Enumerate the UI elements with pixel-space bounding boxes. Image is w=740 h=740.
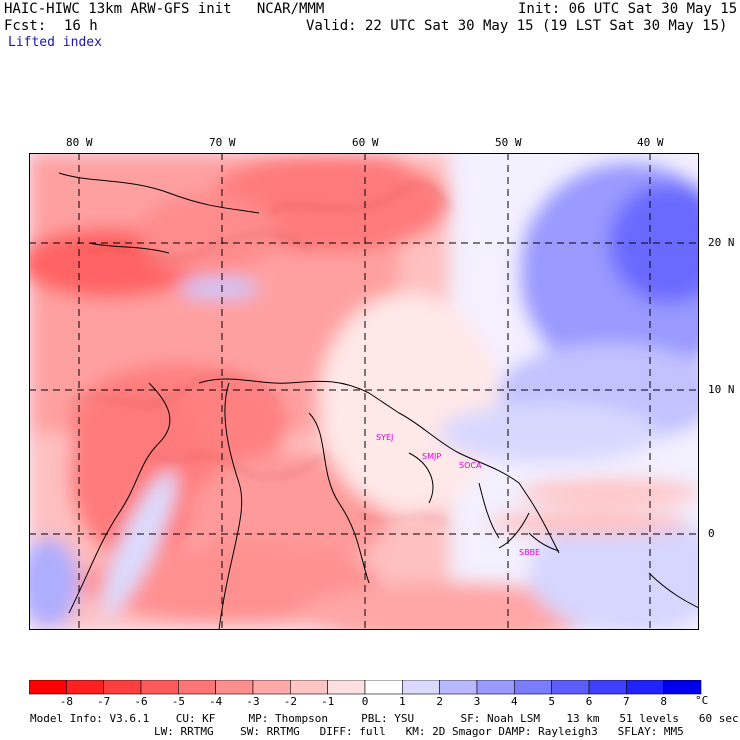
model-info-line-1: Model Info: V3.6.1 CU: KF MP: Thompson P… xyxy=(30,712,739,725)
colorbar-box xyxy=(551,680,590,695)
colorbar-box xyxy=(252,680,291,695)
colorbar-box xyxy=(663,680,702,695)
graticule xyxy=(29,153,699,630)
colorbar-tick-label: -8 xyxy=(59,695,73,708)
station-label-syej: SYEJ xyxy=(376,433,393,442)
colorbar-tick-label: -4 xyxy=(209,695,223,708)
colorbar-box xyxy=(215,680,254,695)
colorbar-tick-label: -5 xyxy=(171,695,185,708)
contour-lines xyxy=(68,183,450,524)
colorbar-tick-label: -3 xyxy=(246,695,260,708)
colorbar-tick-label: -6 xyxy=(134,695,148,708)
lat-label-0: 0 xyxy=(708,527,715,540)
valid-time: Valid: 22 UTC Sat 30 May 15 (19 LST Sat … xyxy=(306,18,728,34)
coastlines xyxy=(58,172,699,630)
colorbar-box xyxy=(402,680,440,695)
forecast-hour: 16 h xyxy=(64,18,98,34)
lat-label-10n: 10 N xyxy=(708,383,735,396)
colorbar-box xyxy=(178,680,216,695)
map-frame xyxy=(29,153,699,630)
colorbar-tick-label: 4 xyxy=(511,695,518,708)
colorbar-box xyxy=(66,680,104,695)
model-info-line-2: LW: RRTMG SW: RRTMG DIFF: full KM: 2D Sm… xyxy=(154,725,684,738)
colorbar-box xyxy=(626,680,664,695)
colorbar-box xyxy=(439,680,478,695)
colorbar-box xyxy=(514,680,552,695)
colorbar-tick-label: 2 xyxy=(436,695,443,708)
lon-label-70w: 70 W xyxy=(209,136,236,149)
colorbar-box xyxy=(103,680,142,695)
lat-label-20n: 20 N xyxy=(708,236,735,249)
colorbar xyxy=(29,680,702,695)
forecast-label: Fcst: xyxy=(4,18,47,34)
colorbar-tick-label: -1 xyxy=(321,695,335,708)
colorbar-tick-label: 5 xyxy=(548,695,555,708)
station-label-sbbe: SBBE xyxy=(519,548,540,557)
colorbar-box xyxy=(290,680,328,695)
colorbar-tick-label: 3 xyxy=(473,695,481,708)
colorbar-unit: °C xyxy=(695,694,709,707)
colorbar-box xyxy=(140,680,179,695)
lon-label-80w: 80 W xyxy=(66,136,93,149)
field-name: Lifted index xyxy=(8,35,102,50)
colorbar-tick-label: 0 xyxy=(361,695,369,708)
lifted-index-map: SYEJ SMJP SOCA SBBE xyxy=(29,153,699,630)
lon-label-40w: 40 W xyxy=(637,136,664,149)
colorbar-tick-label: 6 xyxy=(585,695,593,708)
lon-label-60w: 60 W xyxy=(352,136,379,149)
colorbar-tick-label: 8 xyxy=(660,695,667,708)
colorbar-tick-label: 1 xyxy=(399,695,406,708)
station-label-smjp: SMJP xyxy=(422,452,441,461)
colorbar-box xyxy=(588,680,627,695)
lon-label-50w: 50 W xyxy=(495,136,522,149)
colorbar-tick-label: -2 xyxy=(283,695,297,708)
colorbar-box xyxy=(476,680,515,695)
colorbar-tick-label: 7 xyxy=(623,695,630,708)
colorbar-box xyxy=(364,680,403,695)
lifted-index-field xyxy=(29,153,699,630)
station-label-soca: SOCA xyxy=(459,461,482,470)
init-time: Init: 06 UTC Sat 30 May 15 xyxy=(518,1,738,17)
colorbar-box xyxy=(29,680,67,695)
colorbar-tick-label: -7 xyxy=(97,695,111,708)
product-title: HAIC-HIWC 13km ARW-GFS init NCAR/MMM xyxy=(4,1,325,17)
colorbar-box xyxy=(327,680,366,695)
